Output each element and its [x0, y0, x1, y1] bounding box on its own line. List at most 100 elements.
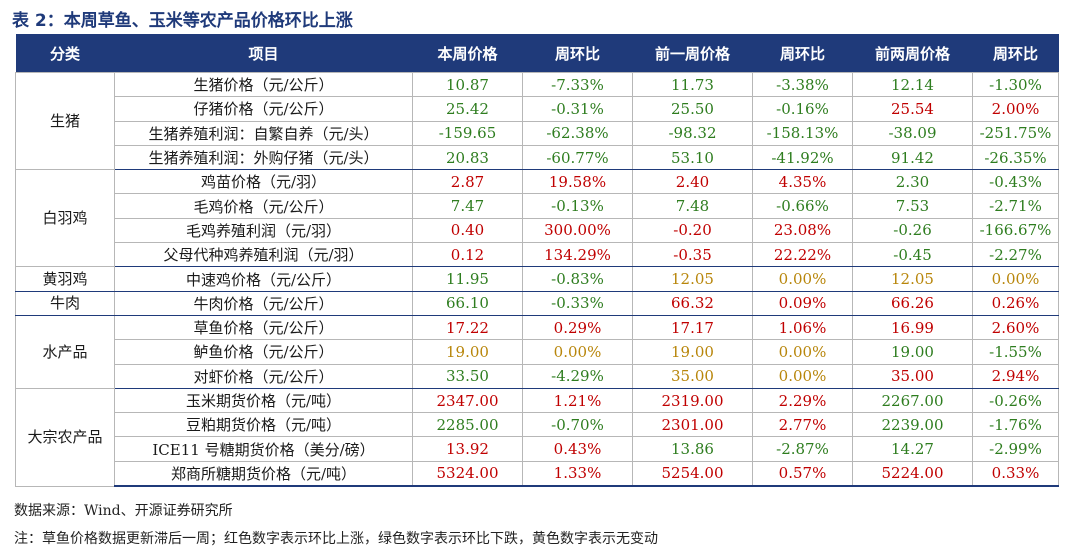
- prev-week-price-cell: 19.00: [632, 339, 753, 365]
- two-weeks-change-cell: -2.27%: [972, 242, 1059, 268]
- two-weeks-price-cell: 5224.00: [852, 460, 973, 488]
- data-source: 数据来源：Wind、开源证券研究所: [14, 503, 233, 519]
- header-two-weeks-change: 周环比: [972, 34, 1059, 73]
- category-cell: 生猪: [15, 71, 115, 171]
- two-weeks-price-cell: -0.26: [852, 217, 973, 244]
- table-note: 注：草鱼价格数据更新滞后一周；红色数字表示环比上涨，绿色数字表示环比下跌，黄色数…: [14, 531, 658, 547]
- prev-week-price-cell: 66.32: [632, 290, 753, 316]
- prev-week-change-cell: 2.77%: [752, 412, 853, 438]
- two-weeks-price-cell: -38.09: [852, 120, 973, 146]
- two-weeks-change-cell: -26.35%: [972, 144, 1059, 171]
- two-weeks-change-cell: -0.26%: [972, 387, 1059, 414]
- this-week-price-cell: 10.87: [412, 71, 523, 98]
- prev-week-price-cell: 53.10: [632, 144, 753, 171]
- table-row: 大宗农产品 玉米期货价格（元/吨） 2347.00 1.21% 2319.00 2.29%…: [15, 387, 1059, 487]
- two-weeks-change-cell: -251.75%: [972, 120, 1059, 146]
- this-week-price-cell: 19.00: [412, 339, 523, 365]
- table-row: 鲈鱼价格（元/公斤） 19.00 0.00% 19.00 0.00% 19.00 -1.55…: [16, 339, 1059, 365]
- prev-week-change-cell: -3.38%: [752, 71, 853, 98]
- header-this-week-price: 本周价格: [412, 34, 523, 73]
- prev-week-change-cell: 22.22%: [752, 242, 853, 268]
- two-weeks-price-cell: 2267.00: [852, 387, 973, 414]
- two-weeks-change-cell: -2.71%: [972, 193, 1059, 219]
- prev-week-price-cell: 13.86: [632, 436, 753, 462]
- header-prev-week-price: 前一周价格: [632, 34, 753, 73]
- this-week-change-cell: 19.58%: [522, 169, 633, 195]
- two-weeks-price-cell: 25.54: [852, 96, 973, 122]
- this-week-change-cell: -0.83%: [522, 266, 633, 292]
- this-week-change-cell: 1.21%: [522, 387, 633, 414]
- item-cell: 生猪养殖利润：自繁自养（元/头）: [114, 120, 413, 146]
- item-cell: 毛鸡养殖利润（元/羽）: [114, 217, 413, 244]
- table-title: 表 2：本周草鱼、玉米等农产品价格环比上涨: [12, 11, 353, 31]
- prev-week-price-cell: -98.32: [632, 120, 753, 146]
- table-row: 水产品 草鱼价格（元/公斤） 17.22 0.29% 17.17 1.06% 16.99 2.…: [15, 314, 1059, 389]
- prev-week-price-cell: 12.05: [632, 266, 753, 292]
- two-weeks-change-cell: 2.60%: [972, 314, 1059, 341]
- this-week-price-cell: 17.22: [412, 314, 523, 341]
- prev-week-change-cell: 1.06%: [752, 314, 853, 341]
- prev-week-change-cell: 2.29%: [752, 387, 853, 414]
- this-week-change-cell: 1.33%: [522, 460, 633, 488]
- prev-week-change-cell: -41.92%: [752, 144, 853, 171]
- item-cell: 牛肉价格（元/公斤）: [114, 290, 413, 316]
- table-row: 生猪养殖利润：外购仔猪（元/头） 20.83 -60.77% 53.10 -41.92%…: [16, 144, 1059, 171]
- two-weeks-price-cell: 16.99: [852, 314, 973, 341]
- this-week-change-cell: 0.00%: [522, 339, 633, 365]
- header-item: 项目: [114, 34, 413, 73]
- item-cell: 豆粕期货价格（元/吨）: [114, 412, 413, 438]
- item-cell: 鸡苗价格（元/羽）: [114, 169, 413, 195]
- table-row: 生猪 生猪价格（元/公斤） 10.87 -7.33% 11.73 -3.38% 12.14-…: [15, 71, 1059, 171]
- item-cell: 鲈鱼价格（元/公斤）: [114, 339, 413, 365]
- prev-week-price-cell: -0.35: [632, 242, 753, 268]
- this-week-change-cell: -62.38%: [522, 120, 633, 146]
- two-weeks-price-cell: -0.45: [852, 242, 973, 268]
- table-row: 郑商所糖期货价格（元/吨） 5324.00 1.33% 5254.00 0.57% 522…: [16, 460, 1059, 488]
- this-week-change-cell: -7.33%: [522, 71, 633, 98]
- two-weeks-change-cell: 2.94%: [972, 363, 1059, 389]
- two-weeks-change-cell: 2.00%: [972, 96, 1059, 122]
- this-week-change-cell: 0.29%: [522, 314, 633, 341]
- category-cell: 大宗农产品: [15, 387, 115, 487]
- prev-week-change-cell: 0.00%: [752, 339, 853, 365]
- prev-week-change-cell: -0.66%: [752, 193, 853, 219]
- this-week-change-cell: 0.43%: [522, 436, 633, 462]
- item-cell: 父母代种鸡养殖利润（元/羽）: [114, 242, 413, 268]
- two-weeks-change-cell: -1.30%: [972, 71, 1059, 98]
- two-weeks-price-cell: 12.05: [852, 266, 973, 292]
- this-week-change-cell: -0.31%: [522, 96, 633, 122]
- table-row: 毛鸡养殖利润（元/羽） 0.40 300.00% -0.20 23.08% -0.26 -1…: [16, 217, 1059, 244]
- prev-week-change-cell: 0.09%: [752, 290, 853, 316]
- table-row: 黄羽鸡 中速鸡价格（元/公斤） 11.95 -0.83% 12.05 0.00% 12.05…: [15, 266, 1059, 292]
- header-prev-week-change: 周环比: [752, 34, 853, 73]
- this-week-price-cell: 33.50: [412, 363, 523, 389]
- this-week-change-cell: 134.29%: [522, 242, 633, 268]
- prev-week-price-cell: 2.40: [632, 169, 753, 195]
- two-weeks-price-cell: 2.30: [852, 169, 973, 195]
- two-weeks-change-cell: -166.67%: [972, 217, 1059, 244]
- two-weeks-change-cell: -0.43%: [972, 169, 1059, 195]
- this-week-price-cell: 2.87: [412, 169, 523, 195]
- table-row: 仔猪价格（元/公斤） 25.42 -0.31% 25.50 -0.16% 25.54 2.0…: [16, 96, 1059, 122]
- this-week-price-cell: 66.10: [412, 290, 523, 316]
- table-row: 对虾价格（元/公斤） 33.50 -4.29% 35.00 0.00% 35.00 2.94…: [16, 363, 1059, 389]
- item-cell: 生猪养殖利润：外购仔猪（元/头）: [114, 144, 413, 171]
- table-row: 父母代种鸡养殖利润（元/羽） 0.12 134.29% -0.35 22.22% -0.4…: [16, 242, 1059, 268]
- item-cell: 毛鸡价格（元/公斤）: [114, 193, 413, 219]
- prev-week-change-cell: -0.16%: [752, 96, 853, 122]
- two-weeks-price-cell: 7.53: [852, 193, 973, 219]
- two-weeks-price-cell: 91.42: [852, 144, 973, 171]
- item-cell: 仔猪价格（元/公斤）: [114, 96, 413, 122]
- two-weeks-price-cell: 2239.00: [852, 412, 973, 438]
- this-week-price-cell: 5324.00: [412, 460, 523, 488]
- prev-week-change-cell: 0.00%: [752, 266, 853, 292]
- table-row: 白羽鸡 鸡苗价格（元/羽） 2.87 19.58% 2.40 4.35% 2.30 -0.43…: [15, 169, 1059, 268]
- table-row: 生猪养殖利润：自繁自养（元/头） -159.65 -62.38% -98.32 -158…: [16, 120, 1059, 146]
- prev-week-change-cell: 0.00%: [752, 363, 853, 389]
- this-week-price-cell: 11.95: [412, 266, 523, 292]
- item-cell: 玉米期货价格（元/吨）: [114, 387, 413, 414]
- prev-week-price-cell: 5254.00: [632, 460, 753, 488]
- two-weeks-change-cell: 0.26%: [972, 290, 1059, 316]
- item-cell: 生猪价格（元/公斤）: [114, 71, 413, 98]
- table-row: 毛鸡价格（元/公斤） 7.47 -0.13% 7.48 -0.66% 7.53 -2.71%: [16, 193, 1059, 219]
